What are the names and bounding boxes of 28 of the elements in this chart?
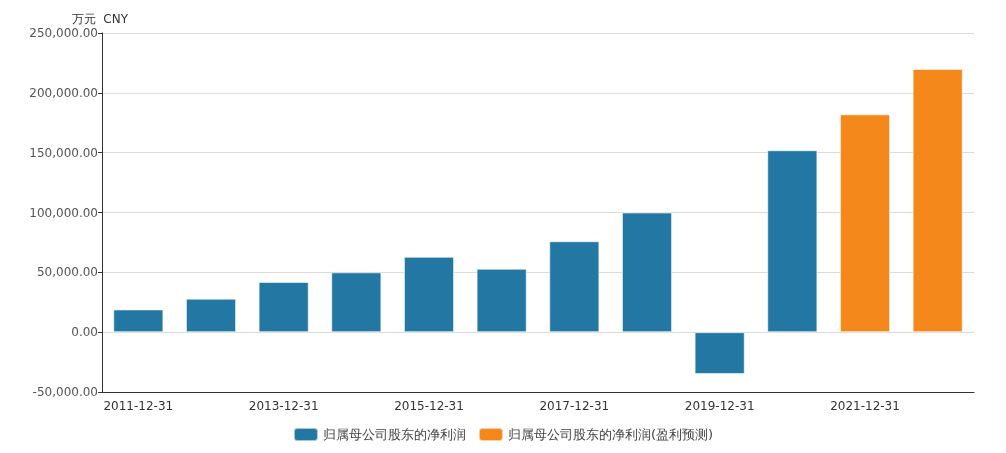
y-tick-label: 50,000.00 <box>36 265 98 280</box>
bar <box>767 150 818 333</box>
y-tick-label: 250,000.00 <box>29 26 98 40</box>
x-tick-label: 2013-12-31 <box>248 399 319 413</box>
bar <box>185 298 237 333</box>
y-tick-label: 150,000.00 <box>29 145 98 160</box>
bar <box>258 281 309 333</box>
x-tick-label: 2019-12-31 <box>684 399 755 413</box>
bar <box>621 212 673 333</box>
bar <box>549 241 600 333</box>
bar <box>476 268 527 333</box>
legend-label: 归属母公司股东的净利润 <box>322 427 466 442</box>
bar <box>331 272 382 333</box>
legend-label: 归属母公司股东的净利润(盈利预测) <box>507 427 714 442</box>
bar <box>839 114 891 333</box>
x-tick-label: 2011-12-31 <box>103 399 174 413</box>
y-tick-label: -50,000.00 <box>32 385 98 399</box>
bar <box>113 309 164 333</box>
y-tick-label: 0.00 <box>71 325 98 340</box>
y-tick-label: 200,000.00 <box>29 85 98 100</box>
y-tick-label: 100,000.00 <box>29 205 98 220</box>
bar <box>694 332 745 375</box>
x-tick-label: 2021-12-31 <box>830 399 900 413</box>
bar <box>912 68 963 333</box>
x-tick-label: 2015-12-31 <box>394 399 464 413</box>
bar <box>403 256 455 333</box>
x-tick-label: 2017-12-31 <box>539 399 610 413</box>
y-axis-title: 万元 CNY <box>71 12 129 26</box>
